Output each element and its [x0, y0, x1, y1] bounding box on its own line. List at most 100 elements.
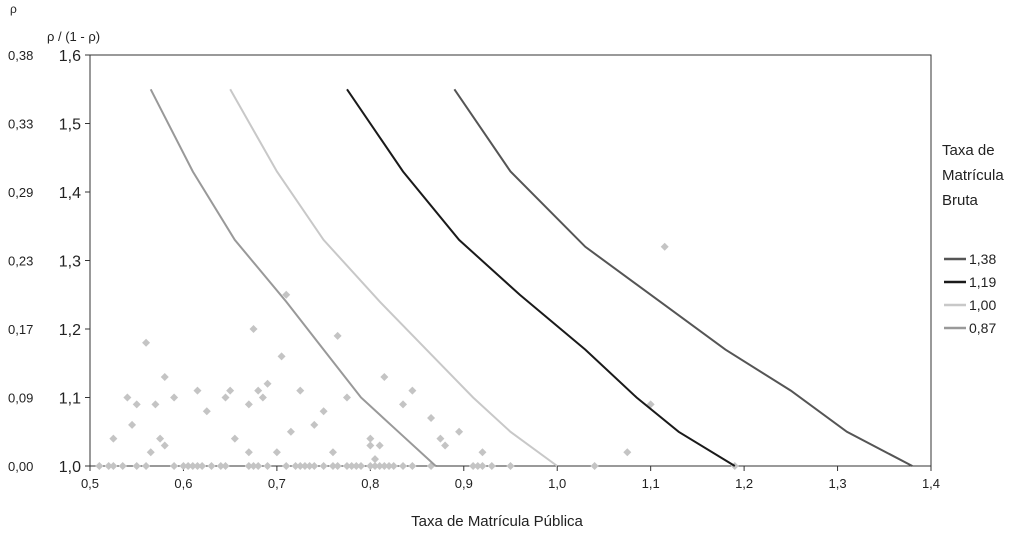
- scatter-point: [226, 386, 235, 395]
- scatter-point: [142, 338, 151, 347]
- series-line: [229, 88, 558, 467]
- scatter-point: [188, 462, 197, 470]
- scatter-point: [296, 462, 305, 470]
- scatter-point: [193, 462, 202, 470]
- scatter-point: [244, 400, 253, 409]
- scatter-point: [366, 462, 375, 470]
- scatter-point: [160, 372, 169, 381]
- scatter-point: [151, 400, 160, 409]
- y-tick-label: 1,4: [59, 185, 81, 202]
- scatter-point: [356, 462, 365, 470]
- scatter-point: [146, 448, 155, 457]
- legend-title-line-2: Matrícula: [942, 167, 1004, 184]
- scatter-point: [179, 462, 188, 470]
- legend-label: 1,19: [969, 274, 996, 290]
- x-tick-label: 0,5: [81, 476, 99, 491]
- scatter-point: [441, 441, 450, 450]
- scatter-point: [123, 393, 132, 402]
- scatter-point: [286, 427, 295, 436]
- scatter-point: [282, 290, 291, 299]
- scatter-point: [160, 441, 169, 450]
- x-tick-label: 0,8: [361, 476, 379, 491]
- scatter-point: [170, 462, 179, 470]
- rho-tick-label: 0,00: [8, 459, 33, 474]
- scatter-point: [95, 462, 104, 470]
- rho-tick-label: 0,33: [8, 117, 33, 132]
- scatter-point: [216, 462, 225, 470]
- scatter-point: [118, 462, 127, 470]
- rho-tick-label: 0,38: [8, 48, 33, 63]
- scatter-point: [244, 448, 253, 457]
- scatter-point: [342, 393, 351, 402]
- legend-label: 1,00: [969, 297, 996, 313]
- scatter-point: [296, 386, 305, 395]
- scatter-point: [660, 242, 669, 251]
- scatter-point: [366, 434, 375, 443]
- scatter-point: [291, 462, 300, 470]
- scatter-point: [254, 462, 263, 470]
- legend-title: Taxa de Matrícula Bruta: [942, 142, 1008, 209]
- rho-tick-label: 0,29: [8, 185, 33, 200]
- x-tick-label: 0,6: [174, 476, 192, 491]
- scatter-point: [156, 434, 165, 443]
- plot-area: 0,5 0,6 0,7 0,8 0,9 1,0 1,1 1,2 1,3 1,4 1,0 1,1 1,2 1…: [8, 48, 940, 491]
- scatter-point: [506, 462, 515, 470]
- scatter-point: [389, 462, 398, 470]
- plot-frame: [89, 54, 932, 467]
- legend-title-line-3: Bruta: [942, 192, 979, 209]
- series-line: [453, 88, 913, 467]
- series-line: [149, 88, 437, 467]
- scatter-point: [207, 462, 216, 470]
- scatter-point: [272, 448, 281, 457]
- scatter-point: [170, 393, 179, 402]
- scatter-point: [455, 427, 464, 436]
- y-tick-label: 1,6: [59, 48, 81, 65]
- rho-tick-label: 0,23: [8, 254, 33, 269]
- scatter-point: [408, 386, 417, 395]
- scatter-point: [263, 379, 272, 388]
- scatter-point: [371, 455, 380, 464]
- x-axis-title: Taxa de Matrícula Pública: [411, 513, 583, 530]
- legend: Taxa de Matrícula Bruta 1,38 1,19 1,00 0,87: [942, 142, 1008, 336]
- y-tick-label: 1,5: [59, 117, 81, 134]
- scatter-point: [319, 462, 328, 470]
- scatter-point: [371, 462, 380, 470]
- scatter-point: [202, 407, 211, 416]
- scatter-point: [469, 462, 478, 470]
- scatter-point: [305, 462, 314, 470]
- x-tick-label: 1,0: [548, 476, 566, 491]
- scatter-point: [427, 414, 436, 423]
- scatter-point: [333, 331, 342, 340]
- x-tick-label: 1,2: [735, 476, 753, 491]
- scatter-point: [282, 462, 291, 470]
- scatter-point: [380, 372, 389, 381]
- scatter-point: [128, 420, 137, 429]
- y-axis-title: ρ / (1 - ρ): [47, 29, 100, 44]
- scatter-point: [221, 462, 230, 470]
- scatter-point: [487, 462, 496, 470]
- scatter-point: [375, 462, 384, 470]
- scatter-point: [132, 400, 141, 409]
- scatter-point: [249, 462, 258, 470]
- scatter-point: [333, 462, 342, 470]
- scatter-point: [244, 462, 253, 470]
- rho-tick-label: 0,17: [8, 322, 33, 337]
- scatter-point: [104, 462, 113, 470]
- scatter-point: [328, 462, 337, 470]
- scatter-point: [310, 462, 319, 470]
- scatter-point: [310, 420, 319, 429]
- scatter-point: [375, 441, 384, 450]
- legend-label: 1,38: [969, 251, 996, 267]
- scatter-point: [132, 462, 141, 470]
- y-tick-label: 1,3: [59, 254, 81, 271]
- scatter-point: [478, 448, 487, 457]
- scatter-point: [300, 462, 309, 470]
- scatter-point: [109, 462, 118, 470]
- x-tick-label: 1,3: [829, 476, 847, 491]
- scatter-point: [473, 462, 482, 470]
- scatter-point: [590, 462, 599, 470]
- scatter-point: [319, 407, 328, 416]
- scatter-point: [399, 400, 408, 409]
- x-tick-label: 0,9: [455, 476, 473, 491]
